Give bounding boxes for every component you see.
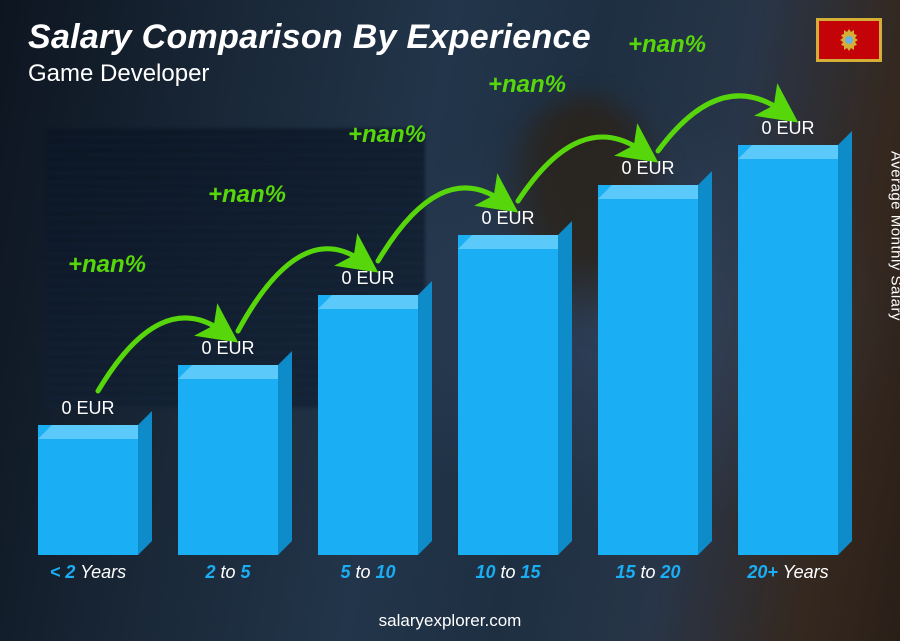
x-axis-labels: < 2 Years 2 to 5 5 to 10 10 to 15 15 to 20 20… bbox=[28, 562, 848, 583]
bar bbox=[598, 185, 698, 555]
bar-column: 0 EUR bbox=[168, 338, 288, 555]
bar-column: 0 EUR bbox=[588, 158, 708, 555]
montenegro-flag-icon bbox=[816, 18, 882, 62]
x-axis-tick-label: < 2 Years bbox=[28, 562, 148, 583]
bar-column: 0 EUR bbox=[308, 268, 428, 555]
bar-value-label: 0 EUR bbox=[341, 268, 394, 289]
bar-value-label: 0 EUR bbox=[621, 158, 674, 179]
bar bbox=[38, 425, 138, 555]
bar bbox=[318, 295, 418, 555]
growth-arrow-label: +nan% bbox=[348, 121, 426, 149]
x-axis-tick-label: 2 to 5 bbox=[168, 562, 288, 583]
bar-value-label: 0 EUR bbox=[481, 208, 534, 229]
bar bbox=[738, 145, 838, 555]
bar-column: 0 EUR bbox=[28, 398, 148, 555]
salary-bar-chart: 0 EUR 0 EUR 0 EUR 0 EUR 0 EUR 0 EUR < 2 Years… bbox=[28, 103, 848, 583]
y-axis-caption: Average Monthly Salary bbox=[888, 151, 900, 321]
x-axis-tick-label: 10 to 15 bbox=[448, 562, 568, 583]
bar-column: 0 EUR bbox=[728, 118, 848, 555]
page-subtitle: Game Developer bbox=[28, 60, 209, 88]
bar-value-label: 0 EUR bbox=[201, 338, 254, 359]
bar-value-label: 0 EUR bbox=[61, 398, 114, 419]
flag-crest-icon bbox=[834, 25, 864, 55]
footer-source: salaryexplorer.com bbox=[0, 611, 900, 631]
bar bbox=[458, 235, 558, 555]
bar-container: 0 EUR 0 EUR 0 EUR 0 EUR 0 EUR 0 EUR bbox=[28, 103, 848, 555]
x-axis-tick-label: 20+ Years bbox=[728, 562, 848, 583]
growth-arrow-label: +nan% bbox=[68, 251, 146, 279]
growth-arrow-label: +nan% bbox=[208, 181, 286, 209]
bar-value-label: 0 EUR bbox=[761, 118, 814, 139]
page-title: Salary Comparison By Experience bbox=[28, 18, 591, 57]
growth-arrow-label: +nan% bbox=[628, 31, 706, 59]
growth-arrow-label: +nan% bbox=[488, 71, 566, 99]
x-axis-tick-label: 15 to 20 bbox=[588, 562, 708, 583]
bar-column: 0 EUR bbox=[448, 208, 568, 555]
x-axis-tick-label: 5 to 10 bbox=[308, 562, 428, 583]
bar bbox=[178, 365, 278, 555]
